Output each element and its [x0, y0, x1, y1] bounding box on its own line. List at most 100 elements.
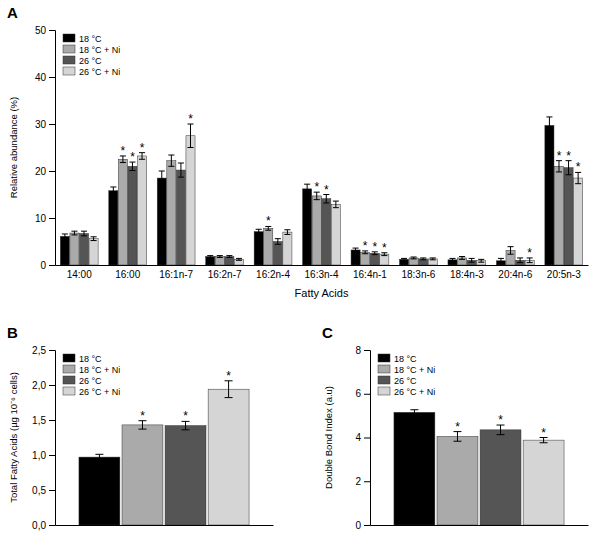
significance-star: * — [557, 149, 562, 163]
chart-svg: 0102030405014:0016:0016:1n-716:2n-716:2n… — [0, 0, 598, 555]
error-bar-cap — [91, 240, 97, 241]
error-bar-stem — [520, 258, 521, 263]
tick-label: 16:2n-7 — [208, 269, 242, 280]
tick-label: 18:4n-3 — [450, 269, 484, 280]
error-bar-cap — [304, 184, 310, 185]
error-bar-cap — [566, 174, 572, 175]
tick-mark — [49, 490, 55, 491]
error-bar-cap — [381, 255, 387, 256]
bar — [574, 178, 583, 265]
tick-label: 20 — [35, 166, 47, 177]
tick-mark — [364, 525, 370, 526]
error-bar-cap — [159, 171, 165, 172]
legend-label: 26 °C + Ni — [79, 67, 120, 77]
tick-mark — [49, 420, 55, 421]
annotations: *** — [140, 369, 231, 424]
error-bar — [459, 257, 465, 260]
significance-star: * — [183, 409, 188, 423]
error-bar-cap — [95, 459, 103, 460]
significance-star: * — [266, 214, 271, 228]
tick-label: 2,0 — [32, 380, 46, 391]
significance-star: * — [130, 150, 135, 164]
error-bar-cap — [508, 254, 514, 255]
y-axis: 02468 — [355, 345, 370, 531]
error-bar-cap — [323, 202, 329, 203]
error-bar-cap — [81, 231, 87, 232]
error-bar — [187, 124, 193, 148]
error-bar-stem — [171, 155, 172, 166]
error-bar-cap — [410, 414, 418, 415]
error-bar-cap — [138, 429, 146, 430]
error-bar-cap — [168, 155, 174, 156]
tick-label: 20:5n-3 — [547, 269, 581, 280]
panel: 0102030405014:0016:0016:1n-716:2n-716:2n… — [7, 4, 589, 299]
tick: 18:4n-3 — [450, 269, 484, 280]
bar — [234, 259, 243, 265]
error-bar-cap — [256, 229, 262, 230]
error-bar-cap — [129, 170, 135, 171]
tick-label: 10 — [35, 213, 47, 224]
tick-label: 16:1n-7 — [159, 269, 193, 280]
error-bar-cap — [498, 263, 504, 264]
significance-star: * — [314, 180, 319, 194]
error-bar-cap — [168, 166, 174, 167]
legend-item: 18 °C + Ni — [63, 45, 120, 55]
error-bar-cap — [256, 233, 262, 234]
error-bar-cap — [527, 262, 533, 263]
tick: 10 — [35, 213, 55, 224]
error-bar — [508, 247, 514, 255]
tick-label: 50 — [35, 25, 47, 36]
legend-swatch — [63, 67, 75, 75]
legend-label: 18 °C + Ni — [79, 45, 120, 55]
error-bar-cap — [575, 183, 581, 184]
error-bar-cap — [449, 258, 455, 259]
series — [523, 438, 564, 526]
legend-label: 26 °C — [79, 56, 102, 66]
tick-label: 0,5 — [32, 485, 46, 496]
tick-mark — [49, 385, 55, 386]
significance-star: * — [455, 420, 460, 434]
bar — [264, 228, 273, 265]
error-bar — [236, 258, 242, 260]
error-bar — [410, 410, 418, 415]
legend-label: 18 °C — [394, 354, 417, 364]
annotations: *** — [455, 413, 546, 439]
tick: 16:2n-7 — [208, 269, 242, 280]
bar — [458, 258, 467, 265]
error-bar — [420, 258, 426, 260]
error-bar-cap — [187, 147, 193, 148]
error-bar-cap — [226, 255, 232, 256]
error-bar-cap — [401, 260, 407, 261]
error-bar-cap — [275, 238, 281, 239]
tick-label: 1,5 — [32, 415, 46, 426]
series — [89, 124, 583, 265]
error-bar-cap — [178, 177, 184, 178]
tick-mark — [49, 30, 55, 31]
significance-star: * — [324, 183, 329, 197]
series — [437, 432, 478, 525]
axis-line — [56, 265, 589, 266]
error-bar — [333, 201, 339, 208]
error-bar-stem — [180, 163, 181, 177]
legend-swatch — [378, 354, 390, 362]
annotations: ************** — [121, 112, 581, 260]
axis-line — [56, 525, 274, 526]
bar — [564, 168, 573, 265]
error-bar — [178, 163, 184, 177]
tick: 20 — [35, 166, 55, 177]
error-bar — [91, 237, 97, 241]
bar — [428, 259, 437, 265]
error-bar-cap — [459, 256, 465, 257]
tick: 50 — [35, 25, 55, 36]
legend-label: 26 °C — [394, 376, 417, 386]
tick-mark — [364, 350, 370, 351]
tick: 16:2n-4 — [256, 269, 290, 280]
bar — [380, 254, 389, 265]
error-bar — [275, 239, 281, 245]
error-bar-stem — [99, 454, 100, 460]
y-axis-title: Double Bond Index (a.u) — [323, 386, 334, 489]
bar — [437, 436, 478, 525]
tick: 1,0 — [32, 450, 55, 461]
legend-swatch — [378, 376, 390, 384]
bar — [480, 430, 521, 525]
